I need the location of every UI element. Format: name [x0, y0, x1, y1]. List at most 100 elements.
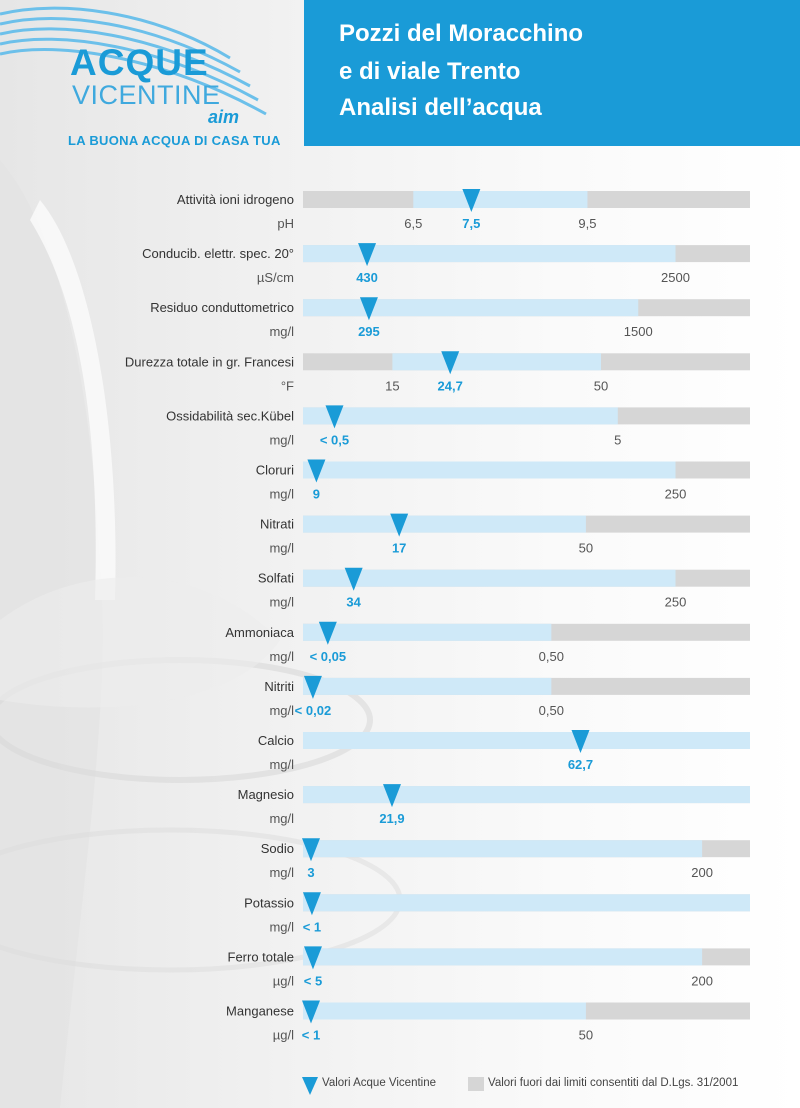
limit-tick-label: 15: [385, 378, 399, 393]
value-label: 7,5: [462, 216, 480, 231]
unit-label: °F: [281, 378, 294, 393]
value-label: < 0,05: [310, 649, 347, 664]
bar-within-limits: [303, 515, 586, 533]
bar-within-limits: [303, 840, 703, 858]
limit-tick-label: 6,5: [404, 216, 422, 231]
value-label: 17: [392, 541, 406, 556]
limit-tick-label: 50: [579, 541, 593, 556]
bar-within-limits: [303, 732, 750, 749]
title-line-2: e di viale Trento: [339, 58, 521, 85]
legend-item-out-of-limits: Valori fuori dai limiti consentiti dal D…: [488, 1077, 739, 1089]
value-label: < 1: [302, 1028, 320, 1043]
unit-label: mg/l: [269, 595, 294, 610]
limit-tick-label: 250: [665, 487, 687, 502]
value-label: 24,7: [438, 378, 463, 393]
value-label: 34: [346, 595, 361, 610]
legend-item-values: Valori Acque Vicentine: [322, 1077, 437, 1089]
parameter-label: Ammoniaca: [225, 625, 294, 640]
value-label: < 5: [304, 973, 322, 988]
limit-tick-label: 200: [691, 865, 713, 880]
parameter-label: Magnesio: [238, 787, 294, 802]
value-marker: [441, 351, 460, 375]
value-label: < 0,5: [320, 432, 349, 447]
parameter-label: Potassio: [244, 895, 294, 910]
bar-within-limits: [303, 894, 750, 912]
limit-tick-label: 50: [579, 1028, 593, 1043]
unit-label: mg/l: [269, 324, 294, 339]
value-marker: [390, 513, 409, 537]
unit-label: µS/cm: [257, 270, 294, 285]
limit-tick-label: 2500: [661, 270, 690, 285]
limit-tick-label: 0,50: [539, 703, 564, 718]
title-line-3: Analisi dell’acqua: [339, 94, 542, 121]
unit-label: mg/l: [269, 757, 294, 772]
parameter-label: Sodio: [261, 841, 294, 856]
value-label: 3: [307, 865, 314, 880]
bar-within-limits: [303, 569, 676, 587]
limit-tick-label: 50: [594, 378, 608, 393]
bar-within-limits: [303, 677, 552, 695]
value-marker: [382, 784, 401, 808]
value-marker: [358, 243, 377, 267]
parameter-label: Ossidabilità sec.Kübel: [166, 408, 294, 423]
value-label: < 1: [303, 919, 321, 934]
parameter-label: Manganese: [226, 1004, 294, 1019]
unit-label: mg/l: [269, 487, 294, 502]
unit-label: mg/l: [269, 541, 294, 556]
value-label: 62,7: [568, 757, 593, 772]
parameter-label: Solfati: [258, 571, 294, 586]
value-marker: [462, 189, 481, 212]
unit-label: µg/l: [273, 1028, 294, 1043]
value-label: < 0,02: [295, 703, 332, 718]
bar-within-limits: [303, 407, 618, 425]
value-label: 9: [313, 487, 320, 502]
value-marker: [302, 838, 320, 862]
logo-brand-bottom: VICENTINE: [72, 80, 221, 110]
limit-tick-label: 5: [614, 432, 621, 447]
limit-tick-label: 9,5: [578, 216, 596, 231]
bar-within-limits: [303, 299, 639, 317]
value-label: 295: [358, 324, 380, 339]
value-marker: [302, 1000, 320, 1024]
bar-within-limits: [303, 245, 676, 263]
parameter-label: Calcio: [258, 733, 294, 748]
parameter-label: Nitriti: [264, 679, 294, 694]
legend-triangle-icon: [302, 1077, 318, 1095]
limit-tick-label: 200: [691, 973, 713, 988]
chart-legend: Valori Acque Vicentine Valori fuori dai …: [300, 1073, 760, 1095]
limit-tick-label: 1500: [624, 324, 653, 339]
value-marker: [344, 567, 363, 591]
bar-within-limits: [413, 191, 588, 208]
title-banner: Pozzi del Moracchino e di viale Trento A…: [304, 0, 800, 146]
parameter-label: Nitrati: [260, 517, 294, 532]
brand-logo: ACQUE VICENTINE aim LA BUONA ACQUA DI CA…: [0, 0, 300, 150]
value-label: 21,9: [379, 811, 404, 826]
parameter-label: Ferro totale: [228, 949, 294, 964]
bar-within-limits: [303, 1002, 586, 1020]
bar-within-limits: [303, 623, 552, 641]
bar-within-limits: [392, 353, 601, 371]
value-marker: [307, 459, 326, 483]
value-marker: [571, 730, 590, 753]
value-label: 430: [356, 270, 378, 285]
value-marker: [303, 946, 322, 970]
value-marker: [325, 405, 344, 429]
value-marker: [318, 621, 337, 645]
unit-label: mg/l: [269, 919, 294, 934]
value-marker: [303, 675, 322, 699]
parameter-label: Residuo conduttometrico: [150, 300, 294, 315]
parameter-label: Cloruri: [256, 463, 294, 478]
unit-label: mg/l: [269, 432, 294, 447]
logo-brand-top: ACQUE: [70, 42, 209, 83]
logo-brand-mark: aim: [208, 107, 240, 127]
parameter-label: Durezza totale in gr. Francesi: [125, 354, 294, 369]
unit-label: pH: [277, 216, 294, 231]
legend-gray-box-icon: [468, 1077, 484, 1091]
unit-label: mg/l: [269, 865, 294, 880]
unit-label: mg/l: [269, 649, 294, 664]
limit-tick-label: 250: [665, 595, 687, 610]
unit-label: mg/l: [269, 811, 294, 826]
value-marker: [359, 297, 378, 321]
